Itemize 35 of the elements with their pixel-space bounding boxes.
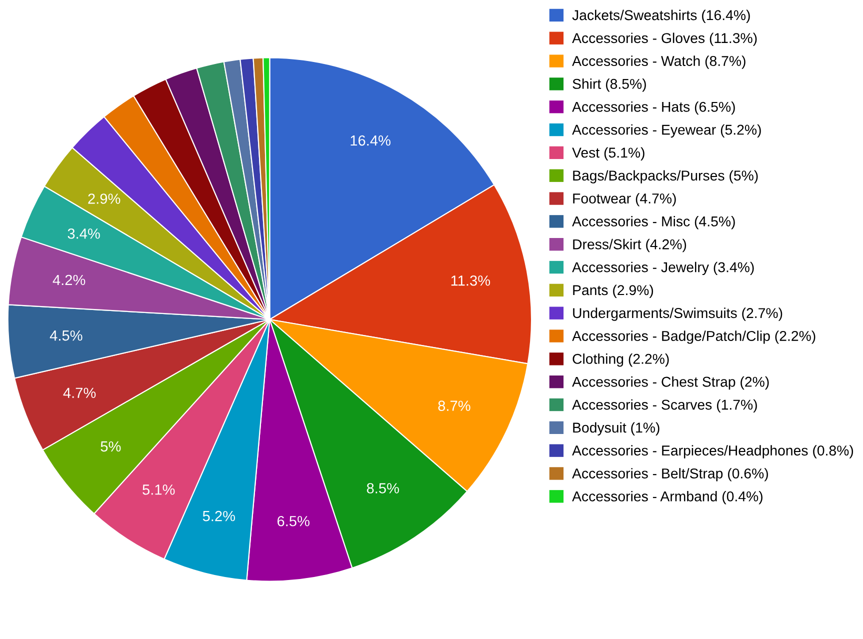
legend-label: Undergarments/Swimsuits (2.7%) [573, 308, 782, 321]
legend-label: Dress/Skirt (4.2%) [573, 238, 686, 252]
data-label: 5% [100, 441, 121, 452]
data-label: 3.4% [68, 228, 100, 239]
legend-label: Accessories - Gloves (11.3%) [572, 32, 757, 46]
legend-label: Pants (2.9%) [573, 284, 654, 298]
data-label: 5.2% [202, 510, 235, 522]
data-label: 4.7% [63, 388, 96, 398]
legend-label: Vest (5.1%) [572, 147, 644, 160]
data-label: 11.3% [451, 275, 490, 286]
legend-label: Bodysuit (1%) [573, 422, 660, 436]
legend-label: Accessories - Misc (4.5%) [572, 216, 735, 230]
data-label: 4.2% [52, 274, 86, 286]
data-label: 8.5% [366, 483, 399, 494]
legend-label: Accessories - Earpieces/Headphones (0.8%) [572, 445, 854, 458]
legend-label: Accessories - Belt/Strap (0.6%) [572, 468, 768, 482]
legend-label: Bags/Backpacks/Purses (5%) [573, 170, 758, 184]
legend-label: Accessories - Badge/Patch/Clip (2.2%) [572, 330, 816, 344]
legend-label: Accessories - Scarves (1.7%) [572, 399, 757, 413]
legend-label: Accessories - Hats (6.5%) [572, 101, 735, 115]
legend-label: Accessories - Armband (0.4%) [572, 490, 762, 504]
legend-label: Jackets/Sweatshirts (16.4%) [572, 10, 750, 23]
data-label: 5.1% [142, 484, 175, 495]
data-label: 4.5% [50, 330, 82, 341]
legend-label: Footwear (4.7%) [573, 193, 676, 206]
legend-label: Accessories - Eyewear (5.2%) [572, 124, 761, 138]
data-label: 6.5% [277, 516, 310, 526]
legend-label: Accessories - Watch (8.7%) [572, 56, 746, 69]
legend-label: Shirt (8.5%) [572, 78, 646, 92]
data-label: 2.9% [88, 194, 120, 204]
data-label: 8.7% [438, 400, 470, 411]
legend-label: Accessories - Jewelry (3.4%) [572, 262, 754, 276]
legend-label: Accessories - Chest Strap (2%) [572, 376, 769, 390]
data-label: 16.4% [350, 135, 390, 146]
legend-label: Clothing (2.2%) [572, 354, 669, 367]
